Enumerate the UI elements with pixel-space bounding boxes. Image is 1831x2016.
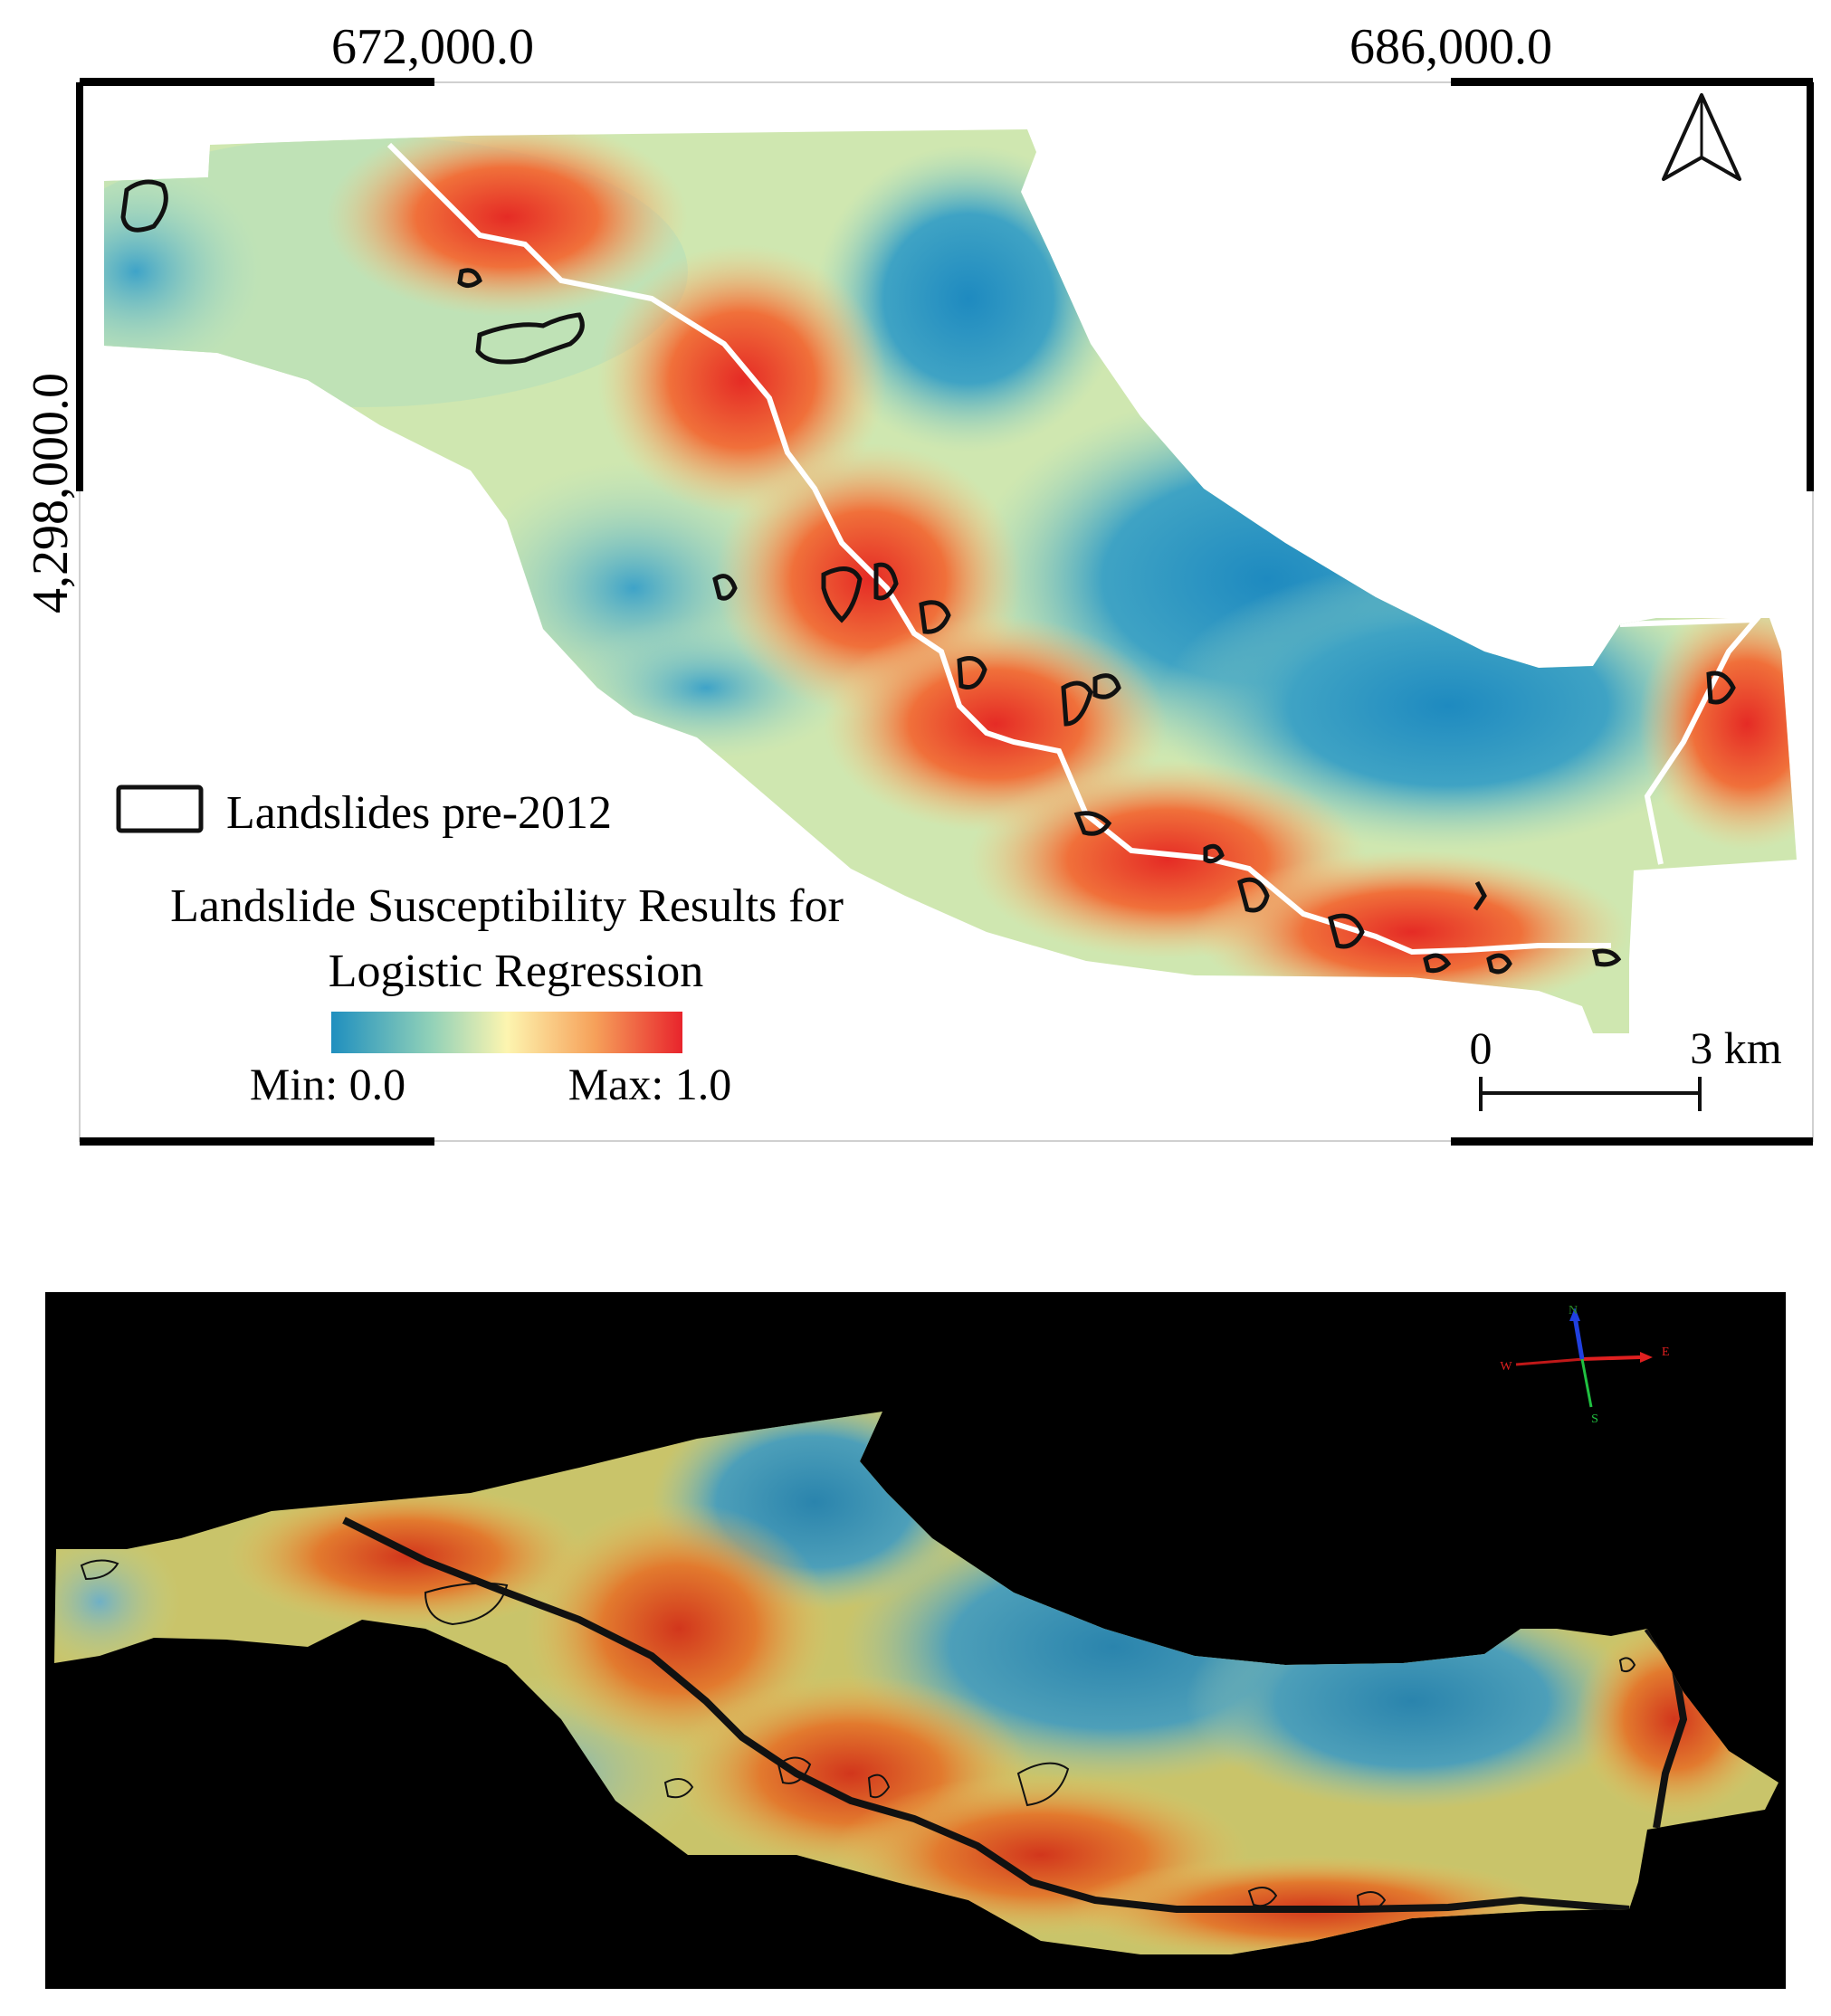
landslide-polygon: [1706, 670, 1736, 705]
legend-title-line2: Logistic Regression: [329, 946, 704, 997]
landslide-polygon: [1591, 948, 1622, 967]
landslide-polygon: [957, 656, 987, 689]
neatline-left: [76, 82, 83, 491]
neatline-right: [1807, 82, 1814, 491]
map-legend: Landslides pre-2012 Landslide Susceptibi…: [116, 785, 844, 1109]
landslide-polygon: [1486, 953, 1512, 975]
bottom-map: N E W S: [45, 1292, 1786, 1989]
compass-s-label: S: [1591, 1412, 1598, 1426]
x-coord-label-left: 672,000.0: [331, 19, 534, 75]
compass-w-label: W: [1500, 1360, 1512, 1374]
landslide-polygon: [821, 566, 863, 623]
landslide-polygon: [424, 1582, 509, 1626]
neatline-top-right: [1451, 78, 1813, 86]
landslide-polygon: [1073, 811, 1112, 836]
landslide-polygon: [120, 179, 168, 233]
landslide-legend-label: Landslides pre-2012: [226, 787, 612, 839]
3d-landslide-outlines: [80, 1559, 1636, 1912]
landslide-polygon: [867, 1774, 891, 1799]
landslide-polygon: [475, 312, 585, 365]
compass-n-label: N: [1569, 1304, 1578, 1317]
color-ramp-min-label: Min: 0.0: [250, 1059, 405, 1109]
landslide-polygon: [1016, 1762, 1070, 1807]
landslide-polygon: [777, 1756, 812, 1784]
neatline-bottom-right: [1451, 1137, 1813, 1146]
scale-bar-end: 3 km: [1690, 1022, 1782, 1073]
x-coord-label-right: 686,000.0: [1349, 19, 1552, 75]
compass-e-label: E: [1662, 1346, 1670, 1359]
scale-bar: 0 3 km: [1470, 1022, 1782, 1111]
landslide-polygon: [457, 268, 482, 288]
landslide-polygon: [1061, 680, 1093, 727]
landslide-polygon: [80, 1559, 119, 1581]
landslide-polygon: [712, 574, 738, 601]
landslide-polygon: [1618, 1657, 1636, 1673]
top-map: 672,000.0 686,000.0 4,298,000.0: [23, 19, 1814, 1146]
landslide-polygon: [663, 1778, 694, 1799]
legend-title-line1: Landslide Susceptibility Results for: [170, 880, 844, 932]
landslide-polygon: [919, 600, 951, 634]
landslide-polygon: [1423, 953, 1452, 974]
color-ramp-max-label: Max: 1.0: [568, 1059, 732, 1109]
landslide-polygon: [1356, 1891, 1387, 1912]
landslide-polygon: [873, 562, 899, 601]
landslide-polygon: [1473, 880, 1487, 911]
neatline-top-left: [80, 78, 434, 86]
y-coord-label: 4,298,000.0: [23, 373, 79, 613]
compass-rose-icon: N E W S: [1500, 1304, 1669, 1426]
landslide-polygon: [1247, 1887, 1278, 1907]
neatline-bottom-left: [80, 1137, 434, 1146]
scale-bar-zero: 0: [1470, 1022, 1492, 1073]
landslide-polygon: [1328, 913, 1365, 949]
landslide-polygon: [1203, 843, 1225, 864]
north-arrow-icon: [1662, 93, 1741, 181]
landslide-legend-swatch: [116, 785, 204, 833]
landslide-polygon: [1237, 877, 1270, 913]
landslide-outlines: [120, 179, 1736, 975]
landslide-polygon: [1092, 673, 1121, 699]
color-ramp-bar: [331, 1012, 682, 1053]
